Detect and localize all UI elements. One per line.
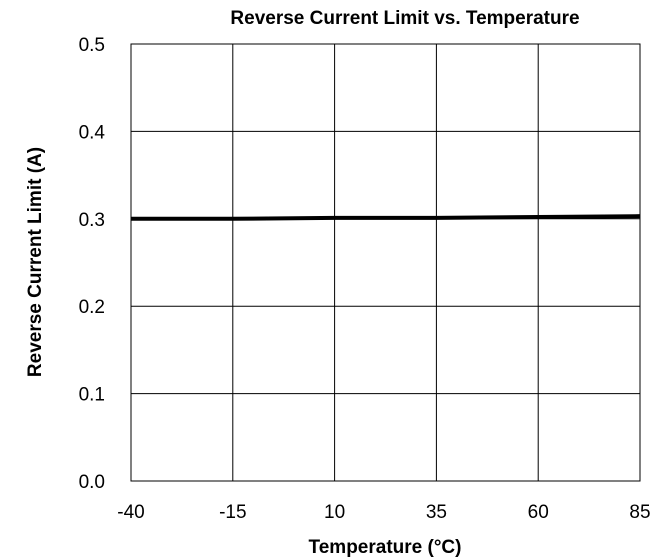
x-tick-label: 10 (324, 502, 345, 523)
grid (130, 43, 641, 482)
x-tick-label: -40 (117, 502, 144, 523)
y-tick-label: 0.4 (79, 122, 106, 143)
x-tick-label: 60 (528, 502, 549, 523)
plot-area-frame (130, 43, 641, 482)
series-group (131, 214, 641, 221)
x-tick-label: 35 (426, 502, 447, 523)
y-tick-label: 0.5 (79, 35, 105, 56)
y-tick-label: 0.3 (79, 210, 105, 231)
x-tick-label: 85 (629, 502, 650, 523)
y-axis-label: Reverse Current Limit (A) (25, 147, 46, 377)
x-axis-label: Temperature (°C) (309, 537, 462, 558)
y-tick-labels: 0.0 0.1 0.2 0.3 0.4 0.5 (79, 35, 106, 493)
x-tick-labels: -40 -15 10 35 60 85 (117, 502, 650, 523)
chart-title: Reverse Current Limit vs. Temperature (230, 8, 579, 29)
y-tick-label: 0.0 (79, 472, 105, 493)
y-tick-label: 0.2 (79, 297, 105, 318)
y-tick-label: 0.1 (79, 385, 105, 406)
x-tick-label: -15 (219, 502, 246, 523)
series-line (131, 214, 641, 221)
